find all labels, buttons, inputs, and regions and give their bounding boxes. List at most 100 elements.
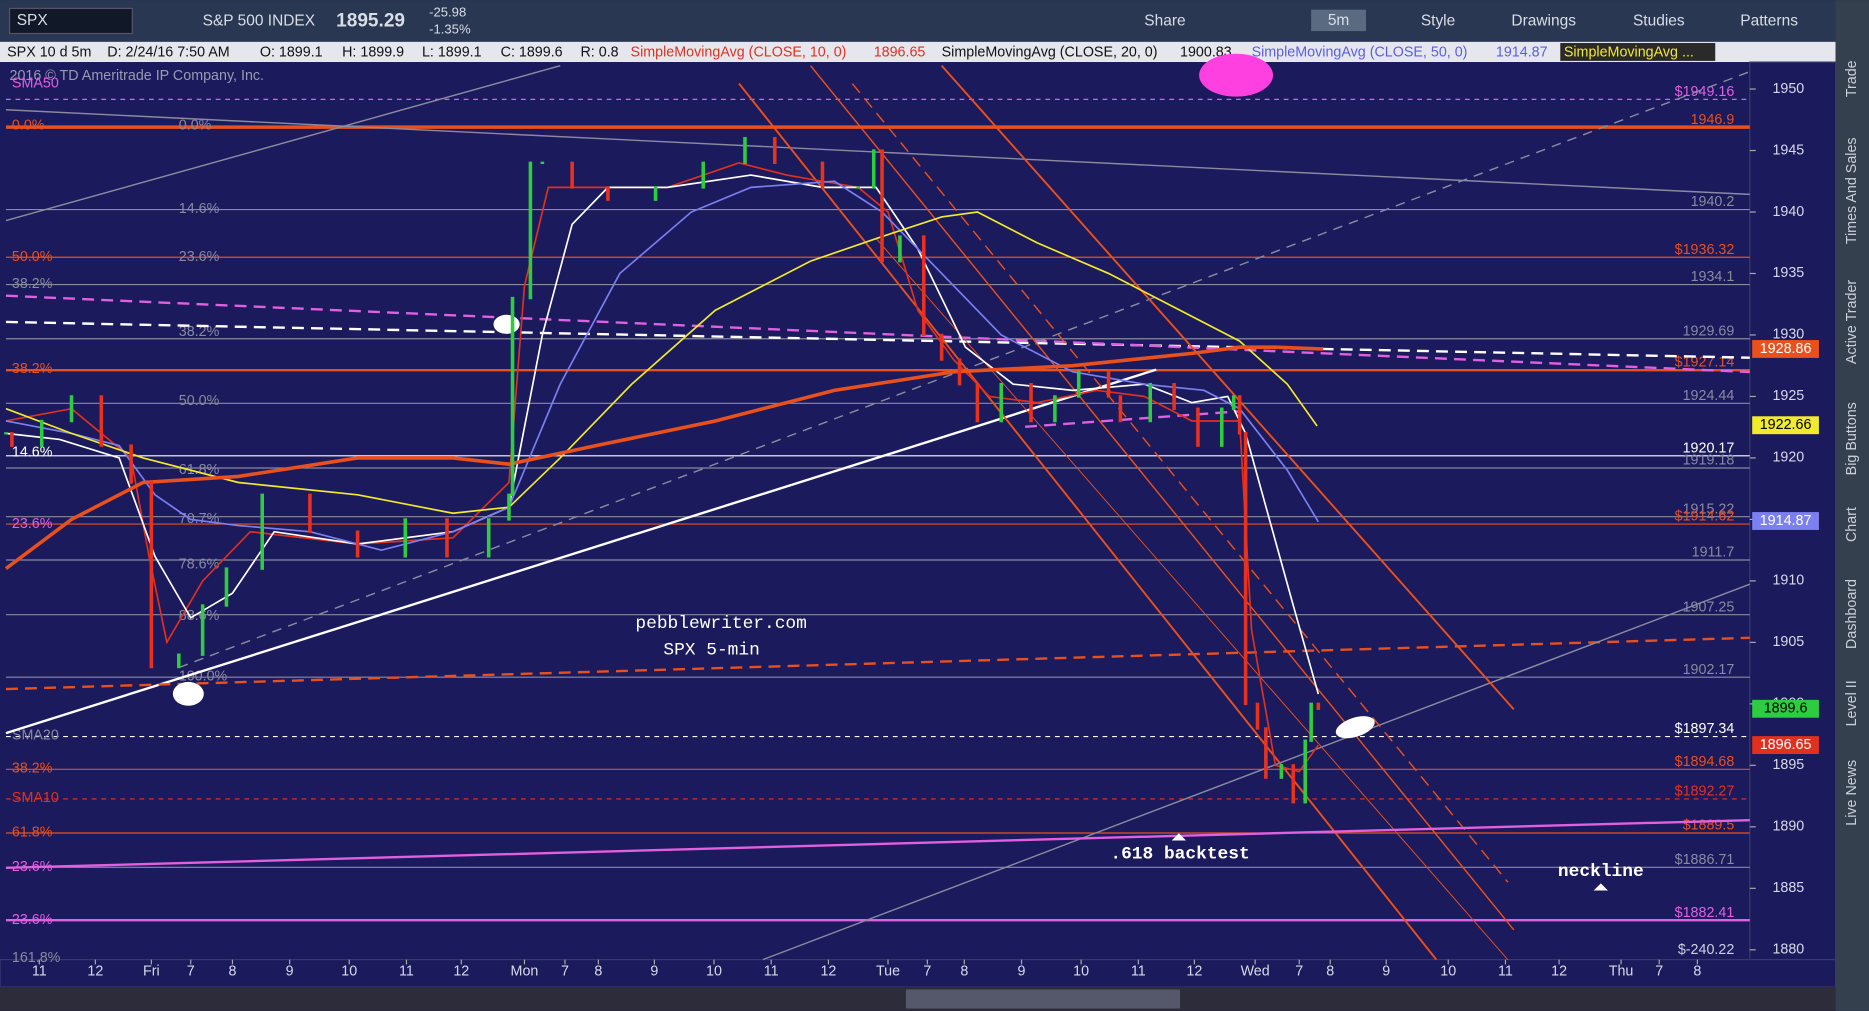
- trendline: [5, 636, 1750, 691]
- candle: [921, 235, 926, 337]
- annotation: pebblewriter.com: [635, 614, 806, 634]
- channel-line: [940, 65, 1515, 710]
- toolbar: [0, 0, 1869, 42]
- side-tab[interactable]: Level II: [1844, 680, 1860, 726]
- side-tab[interactable]: Times And Sales: [1844, 137, 1860, 244]
- x-tick-label: 7: [923, 963, 931, 979]
- level-label: 1940.2: [1691, 194, 1735, 210]
- y-tick-label: 1925: [1772, 388, 1804, 404]
- side-tab[interactable]: Big Buttons: [1844, 402, 1860, 475]
- header-item: D: 2/24/16 7:50 AM: [107, 44, 229, 60]
- candle: [149, 481, 154, 669]
- candle: [39, 419, 44, 447]
- patterns-button[interactable]: Patterns: [1740, 13, 1798, 30]
- style-button[interactable]: Style: [1421, 13, 1455, 30]
- y-tick-label: 1950: [1772, 81, 1804, 97]
- study-name: SimpleMovingAvg (CLOSE, 20, 0): [942, 44, 1158, 60]
- trendline: [5, 109, 1750, 196]
- y-tick-label: 1895: [1772, 757, 1804, 773]
- symbol-box[interactable]: [8, 7, 133, 35]
- candle: [10, 432, 14, 447]
- change: -25.98: [429, 5, 466, 20]
- x-tick-label: 10: [1073, 963, 1089, 979]
- candle: [260, 493, 265, 570]
- fib-label: 70.7%: [179, 511, 220, 527]
- marker: [1335, 716, 1375, 739]
- header-item: O: 1899.1: [260, 44, 323, 60]
- x-tick-label: Fri: [143, 963, 160, 979]
- candle: [510, 296, 515, 497]
- x-tick-label: 11: [1498, 963, 1513, 979]
- x-tick-label: 7: [1295, 963, 1303, 979]
- studies-button[interactable]: Studies: [1633, 13, 1685, 30]
- price-badge: [1752, 416, 1819, 435]
- level-label: $1949.16: [1675, 84, 1735, 100]
- x-tick-label: 11: [399, 963, 414, 979]
- candle: [486, 518, 491, 558]
- candle: [1309, 702, 1313, 742]
- side-tab[interactable]: Live News: [1844, 760, 1860, 826]
- scroll-thumb[interactable]: [905, 989, 1181, 1009]
- study-name: SimpleMovingAvg (CLOSE, 10, 0): [631, 44, 847, 60]
- y-tick-label: 1880: [1772, 942, 1804, 958]
- study-value: 1914.87: [1496, 44, 1548, 60]
- header-item: H: 1899.9: [342, 44, 404, 60]
- price-badge: [1752, 699, 1819, 718]
- trendline: [5, 818, 1750, 870]
- header-bar: [0, 41, 1836, 63]
- candle: [1118, 395, 1123, 423]
- x-tick-label: 10: [1440, 963, 1456, 979]
- plot-area: [0, 62, 1750, 960]
- marker: [493, 314, 520, 334]
- side-tab[interactable]: Chart: [1844, 507, 1860, 542]
- candle: [177, 653, 181, 669]
- price-badge-label: 1896.65: [1760, 737, 1812, 753]
- level-label: $1927.14: [1675, 355, 1735, 371]
- side-panel: [1835, 0, 1869, 1011]
- trendline: [5, 64, 561, 222]
- level-label: 1907.25: [1683, 599, 1735, 615]
- side-tab[interactable]: Trade: [1844, 60, 1860, 97]
- timeframe-box[interactable]: [1311, 9, 1366, 32]
- x-tick-label: 12: [453, 963, 469, 979]
- x-tick-label: 12: [1186, 963, 1202, 979]
- candle: [4, 432, 8, 435]
- study-name: SimpleMovingAvg ...: [1564, 44, 1694, 60]
- drawings-button[interactable]: Drawings: [1511, 13, 1576, 30]
- level-label: 1934.1: [1691, 269, 1735, 285]
- study-value: 1896.65: [874, 44, 926, 60]
- candle: [1279, 764, 1284, 779]
- candle: [1148, 382, 1153, 423]
- candle: [69, 395, 74, 423]
- sma-line: [5, 211, 1318, 515]
- x-tick-label: 12: [820, 963, 836, 979]
- fib-label: SMA10: [12, 790, 59, 806]
- side-tab[interactable]: Dashboard: [1844, 579, 1860, 649]
- x-tick-label: 8: [960, 963, 968, 979]
- arrow: [1593, 883, 1608, 891]
- side-tab[interactable]: Active Trader: [1844, 280, 1860, 364]
- y-tick-label: 1885: [1772, 880, 1804, 896]
- candle: [528, 161, 533, 300]
- level-label: $1894.68: [1675, 754, 1735, 770]
- timeframe-button[interactable]: 5m: [1328, 12, 1350, 29]
- fib-label: 14.6%: [12, 445, 53, 461]
- candle: [820, 161, 825, 189]
- fib-label: 78.6%: [179, 556, 220, 572]
- level-label: $1892.27: [1675, 784, 1735, 800]
- symbol[interactable]: SPX: [17, 12, 48, 29]
- fib-label: 14.6%: [179, 201, 220, 217]
- candle: [957, 358, 962, 386]
- candle: [1243, 432, 1248, 706]
- fib-label: 50.0%: [179, 393, 220, 409]
- level-label: 1919.18: [1683, 453, 1735, 469]
- description: S&P 500 INDEX: [203, 13, 315, 30]
- fib-label: 0.0%: [179, 117, 212, 133]
- sma-line: [5, 161, 1319, 773]
- share-button[interactable]: Share: [1144, 13, 1185, 30]
- study-name: SimpleMovingAvg (CLOSE, 50, 0): [1252, 44, 1468, 60]
- candle: [308, 493, 312, 533]
- sma-line: [5, 174, 1320, 695]
- candle: [507, 493, 511, 521]
